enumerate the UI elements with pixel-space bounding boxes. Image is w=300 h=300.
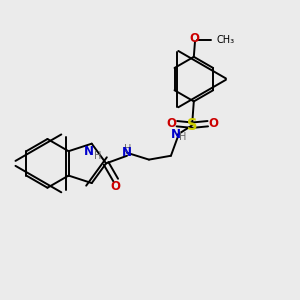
Text: H: H bbox=[179, 132, 187, 142]
Text: O: O bbox=[189, 32, 200, 45]
Text: O: O bbox=[209, 117, 219, 130]
Text: S: S bbox=[187, 118, 198, 133]
Text: N: N bbox=[84, 146, 94, 158]
Text: N: N bbox=[171, 128, 181, 141]
Text: O: O bbox=[111, 180, 121, 193]
Text: O: O bbox=[166, 117, 176, 130]
Text: CH₃: CH₃ bbox=[217, 35, 235, 46]
Text: N: N bbox=[122, 146, 132, 159]
Text: H: H bbox=[124, 144, 132, 154]
Text: H: H bbox=[94, 151, 101, 161]
